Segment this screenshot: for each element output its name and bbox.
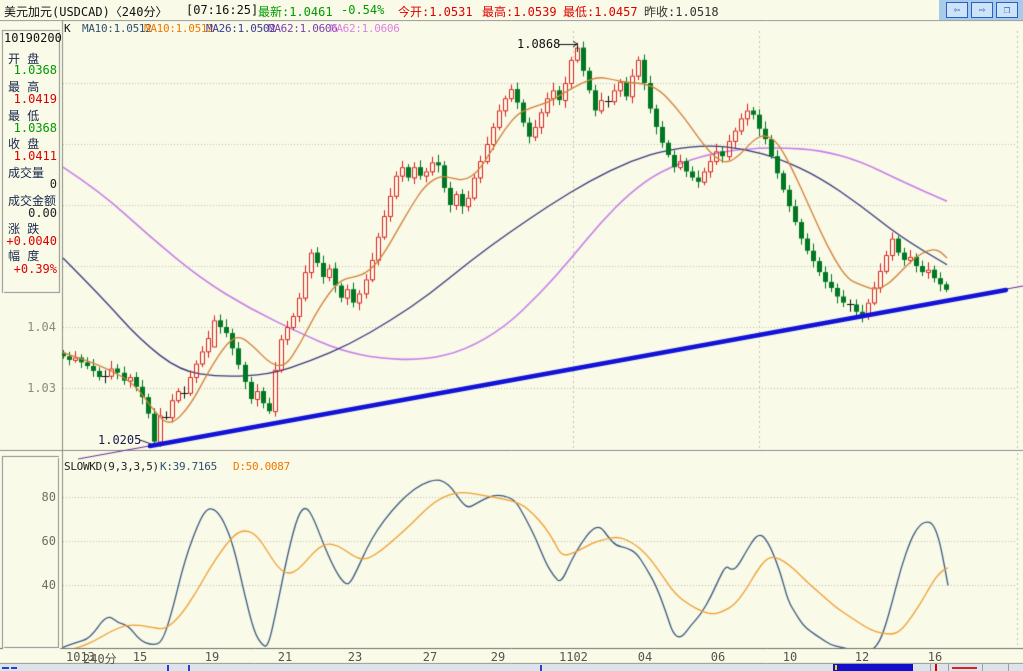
sidebar-field-value: 0 xyxy=(49,177,57,191)
prev-close: 昨收:1.0518 xyxy=(644,5,719,19)
red-tick xyxy=(935,664,937,671)
date-tick-label: 1013 xyxy=(66,650,95,664)
kd-axis-label: 60 xyxy=(41,534,56,548)
sidebar-field-value: +0.0040 xyxy=(6,234,57,248)
sidebar-field-label: 成交量 xyxy=(8,166,45,180)
sidebar-field-value: 1.0419 xyxy=(13,92,57,106)
ma-legend-item: MA10:1.0512 xyxy=(82,22,152,35)
today-high: 最高:1.0539 xyxy=(482,5,557,19)
sidebar-field-label: 幅 度 xyxy=(8,249,40,263)
today-open: 今开:1.0531 xyxy=(398,5,473,19)
ma-legend-item: MA26:1.0502 xyxy=(206,22,276,35)
today-low: 最低:1.0457 xyxy=(563,5,638,19)
strip-separator xyxy=(930,664,931,671)
date-tick-label: 21 xyxy=(277,650,293,664)
kd-legend-item: SLOWKD(9,3,3,5) xyxy=(64,460,159,473)
quote-time: [07:16:25] xyxy=(186,3,259,17)
sidebar-field-label: 最 高 xyxy=(8,80,40,94)
back-arrow-button[interactable]: ⇦ xyxy=(946,2,968,18)
ma-legend-item: MA62:1.0606 xyxy=(330,22,400,35)
kd-axis-label: 80 xyxy=(41,490,56,504)
sidebar-field-label: 收 盘 xyxy=(8,137,40,151)
quote-top-bar: 美元加元(USDCAD)〈240分〉 [07:16:25] 最新:1.0461 -0.… xyxy=(0,0,1023,20)
date-tick-label: 1102 xyxy=(559,650,588,664)
change-percent: -0.54% xyxy=(341,3,385,17)
kd-legend-item: D:50.0087 xyxy=(233,460,290,473)
scroll-left-dash xyxy=(2,667,9,669)
scroll-tick xyxy=(188,665,190,671)
cascade-windows-button[interactable]: ❐ xyxy=(996,2,1018,18)
instrument-title: 美元加元(USDCAD)〈240分〉 xyxy=(4,5,168,19)
sidebar-field-label: 成交金额 xyxy=(8,194,57,208)
sidebar-field-value: 1.0368 xyxy=(13,121,57,135)
red-bar xyxy=(952,667,977,669)
kd-legend-item: K:39.7165 xyxy=(160,460,217,473)
sidebar-field-value: +0.39% xyxy=(13,262,57,276)
date-tick-label: 23 xyxy=(347,650,363,664)
ma-legend-item: K xyxy=(64,22,71,35)
date-tick-label: 27 xyxy=(422,650,438,664)
period-label: 240分 xyxy=(83,652,117,666)
forward-arrow-button[interactable]: ⇨ xyxy=(971,2,993,18)
strip-separator xyxy=(1008,664,1009,671)
scroll-left-dash xyxy=(11,667,17,669)
sidebar-field-value: 1.0368 xyxy=(13,63,57,77)
sidebar-field-label: 涨 跌 xyxy=(8,222,40,236)
date-tick-label: 12 xyxy=(854,650,870,664)
price-axis-label: 1.03 xyxy=(27,381,56,395)
scroll-tick xyxy=(540,665,542,671)
date-tick-label: 04 xyxy=(637,650,653,664)
last-price: 最新:1.0461 xyxy=(258,5,333,19)
high-price-annotation: 1.0868 xyxy=(517,37,561,51)
date-tick-label: 29 xyxy=(490,650,506,664)
scroll-tick xyxy=(167,665,169,671)
sidebar-field-label: 开 盘 xyxy=(8,52,40,66)
sidebar-field-value: 0.00 xyxy=(28,206,57,220)
sidebar-field-value: 1.0411 xyxy=(13,149,57,163)
strip-separator xyxy=(948,664,949,671)
ma-legend-item: MA10:1.0512 xyxy=(144,22,214,35)
bottom-scrollbar-strip xyxy=(0,664,1023,671)
date-tick-label: 15 xyxy=(132,650,148,664)
strip-separator xyxy=(982,664,983,671)
bar-datetime: 10190200 xyxy=(4,31,62,45)
sidebar-field-label: 最 低 xyxy=(8,109,40,123)
price-axis-label: 1.04 xyxy=(27,320,56,334)
low-price-annotation: 1.0205 xyxy=(98,433,142,447)
date-tick-label: 06 xyxy=(710,650,726,664)
ma-legend-item: MA62:1.0606 xyxy=(268,22,338,35)
date-tick-label: 10 xyxy=(782,650,798,664)
scrollbar-thumb[interactable] xyxy=(833,664,913,671)
date-tick-label: 16 xyxy=(927,650,943,664)
date-tick-label: 19 xyxy=(204,650,220,664)
kd-axis-label: 40 xyxy=(41,578,56,592)
thumb-yellow-tick xyxy=(835,665,837,670)
